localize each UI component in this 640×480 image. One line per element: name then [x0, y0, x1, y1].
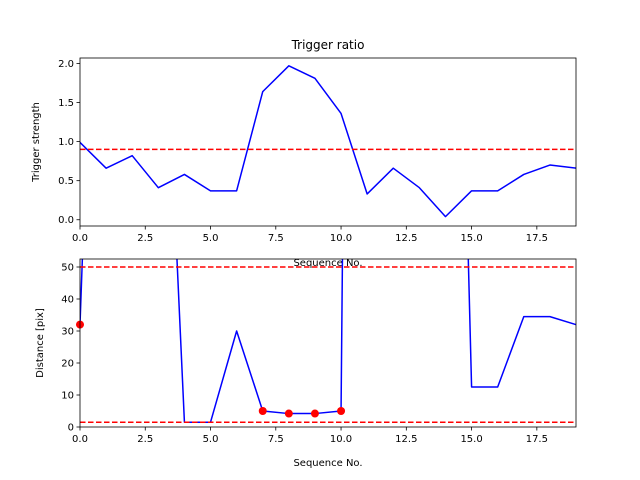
- bottom-ytick-label: 40: [61, 295, 74, 306]
- top-ytick-label: 1.5: [58, 98, 74, 109]
- top-plot-area: 0.0 2.5 5.0 7.5 10.0 12.5 15.0 17.5 0.0 0.5 1.0 1.5…: [58, 59, 576, 244]
- bottom-ytick-label: 0: [68, 423, 74, 434]
- top-xtick-label: 7.5: [268, 233, 284, 244]
- bottom-marker-point: [284, 409, 293, 418]
- top-chart-xlabel: Sequence No.: [293, 258, 362, 269]
- top-xtick-label: 17.5: [526, 233, 548, 244]
- bottom-ytick-label: 30: [61, 327, 74, 338]
- bottom-xtick-label: 0.0: [72, 434, 88, 445]
- top-series-line-0: [80, 65, 576, 218]
- top-ytick-label: 2.0: [58, 59, 74, 70]
- top-chart: Trigger ratio Trigger strength Sequence …: [31, 38, 577, 269]
- top-xtick-label: 2.5: [137, 233, 153, 244]
- bottom-marker-point: [310, 409, 319, 418]
- top-chart-title: Trigger ratio: [291, 38, 365, 52]
- bottom-xtick-label: 5.0: [203, 434, 219, 445]
- top-xtick-label: 10.0: [330, 233, 352, 244]
- bottom-ytick-label: 10: [61, 391, 74, 402]
- bottom-plot-area: 0.0 2.5 5.0 7.5 10.0 12.5 15.0 17.5 0 10 20 30 40 50: [61, 259, 576, 445]
- bottom-series-line-0: [80, 259, 576, 423]
- bottom-marker-point: [258, 407, 267, 415]
- bottom-xtick-label: 2.5: [137, 434, 153, 445]
- top-ytick-label: 0.5: [58, 176, 74, 187]
- top-data-layer: [80, 65, 576, 218]
- top-xtick-label: 12.5: [395, 233, 417, 244]
- top-chart-ylabel: Trigger strength: [31, 102, 42, 183]
- bottom-xtick-label: 7.5: [268, 434, 284, 445]
- bottom-xtick-label: 15.0: [460, 434, 482, 445]
- top-ytick-label: 1.0: [58, 137, 74, 148]
- bottom-marker-point: [337, 407, 346, 415]
- top-xtick-label: 15.0: [460, 233, 482, 244]
- bottom-chart: Distance [pix] Sequence No. 0.0 2.5 5.0 7.5…: [35, 258, 577, 469]
- bottom-chart-ylabel: Distance [pix]: [35, 308, 46, 378]
- bottom-ytick-label: 20: [61, 359, 74, 370]
- bottom-data-layer: [80, 259, 576, 423]
- top-xtick-label: 5.0: [203, 233, 219, 244]
- top-chart-frame: [79, 57, 577, 227]
- top-xtick-label: 0.0: [72, 233, 88, 244]
- bottom-xtick-label: 12.5: [395, 434, 417, 445]
- bottom-chart-frame: [79, 258, 577, 428]
- bottom-xtick-label: 17.5: [526, 434, 548, 445]
- bottom-chart-xlabel: Sequence No.: [293, 458, 362, 469]
- bottom-ytick-label: 50: [61, 263, 74, 274]
- bottom-xtick-label: 10.0: [330, 434, 352, 445]
- top-ytick-label: 0.0: [58, 215, 74, 226]
